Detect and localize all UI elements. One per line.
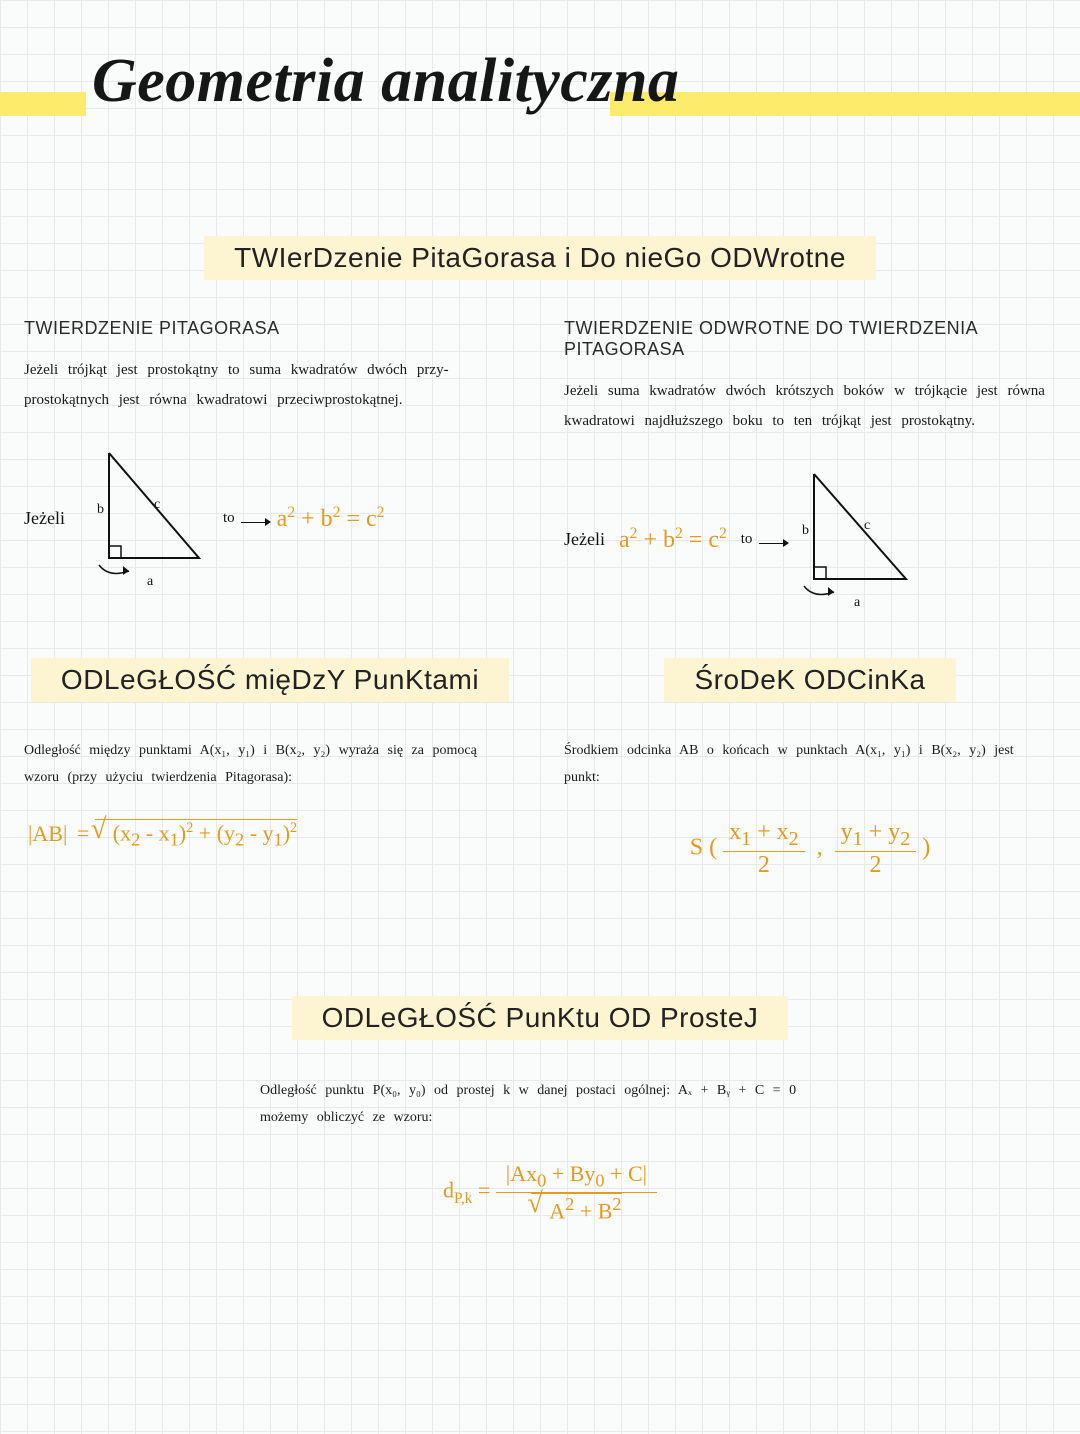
section2-right: Środkiem odcinka AB o końcach w punktach… [540,738,1080,879]
point-line-formula: dP,k = Ax0 + By0 + C A2 + B2 [260,1161,840,1224]
midpoint-formula: S ( x1 + x22 , y1 + y22 ) [564,819,1056,879]
section2-left-heading: ODLeGŁOŚĆ mięDzY PunKtami [31,658,509,702]
section1-right-subheading: TWIERDZENIE ODWROTNE DO TWIERDZENIA PITA… [564,318,1056,360]
tri2-c-label: c [864,518,870,533]
section1-left-text: Jeżeli trójkąt jest prostokątny to suma … [24,355,516,415]
section3-heading: ODLeGŁOŚĆ PunKtu OD ProsteJ [292,996,789,1040]
tri-c-label: c [154,497,160,512]
section2-right-heading: ŚroDeK ODCinKa [664,658,955,702]
section2-left-text: Odległość między punktami A(x₁, y₁) i B(… [24,738,516,791]
tri-b-label: b [97,502,104,517]
tri2-a-label: a [854,595,861,610]
distance-formula: AB = (x2 - x1)2 + (y2 - y1)2 [24,819,516,851]
tri-a-label: a [147,574,154,589]
title-highlight-left [0,92,86,116]
section1-right-text: Jeżeli suma kwadratów dwóch krótszych bo… [564,376,1056,436]
triangle-right: b c a [794,464,924,614]
to-arrow-left: to [223,510,263,527]
main-title-wrap: Geometria analityczna [0,38,1080,130]
section2-left: Odległość między punktami A(x₁, y₁) i B(… [0,738,540,879]
jezeli-right: Jeżeli [564,529,605,550]
section1-right: TWIERDZENIE ODWROTNE DO TWIERDZENIA PITA… [540,318,1080,614]
section1-left-subheading: TWIERDZENIE PITAGORASA [24,318,516,339]
main-title: Geometria analityczna [92,46,679,117]
title-highlight-right [610,92,1080,116]
triangle-left: b c a [79,443,209,593]
section1-heading: TWIerDzenie PitaGorasa i Do nieGo ODWrot… [204,236,876,280]
section1-right-formula: a2 + b2 = c2 [619,525,727,554]
to-arrow-right: to [741,531,781,548]
jezeli-left: Jeżeli [24,508,65,529]
tri2-b-label: b [802,523,809,538]
section2-right-text: Środkiem odcinka AB o końcach w punktach… [564,738,1056,791]
section3-text: Odległość punktu P(x₀, y₀) od prostej k … [260,1078,840,1131]
section1-left: TWIERDZENIE PITAGORASA Jeżeli trójkąt je… [0,318,540,614]
section1-left-formula: a2 + b2 = c2 [277,504,385,533]
